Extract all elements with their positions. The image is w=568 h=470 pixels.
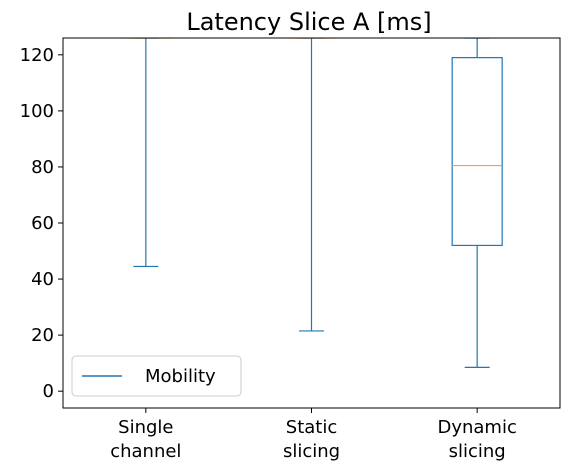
box-iqr [451,57,503,247]
y-tick-label: 80 [31,157,54,178]
box-marks [120,38,503,368]
y-tick-label: 120 [20,45,54,66]
box-group [286,38,337,332]
x-tick-label: Single channel [110,417,181,462]
chart-title: Latency Slice A [ms] [186,8,431,36]
box-group [120,38,171,268]
y-tick-label: 20 [31,325,54,346]
x-tick-label: Dynamic slicing [437,417,516,462]
box-group [451,38,503,368]
x-tick-label: Static slicing [283,417,340,462]
legend-box [71,355,242,397]
y-tick-label: 0 [43,381,54,402]
legend: Mobility [71,355,242,397]
legend-label: Mobility [145,366,216,387]
plot-area [62,37,561,409]
x-axis: Single channel Static slicing Dynamic slicing [110,408,517,462]
y-tick-label: 40 [31,269,54,290]
y-tick-label: 60 [31,213,54,234]
y-axis: 0 20 40 60 80 100 120 [20,45,63,402]
y-tick-label: 100 [20,101,54,122]
